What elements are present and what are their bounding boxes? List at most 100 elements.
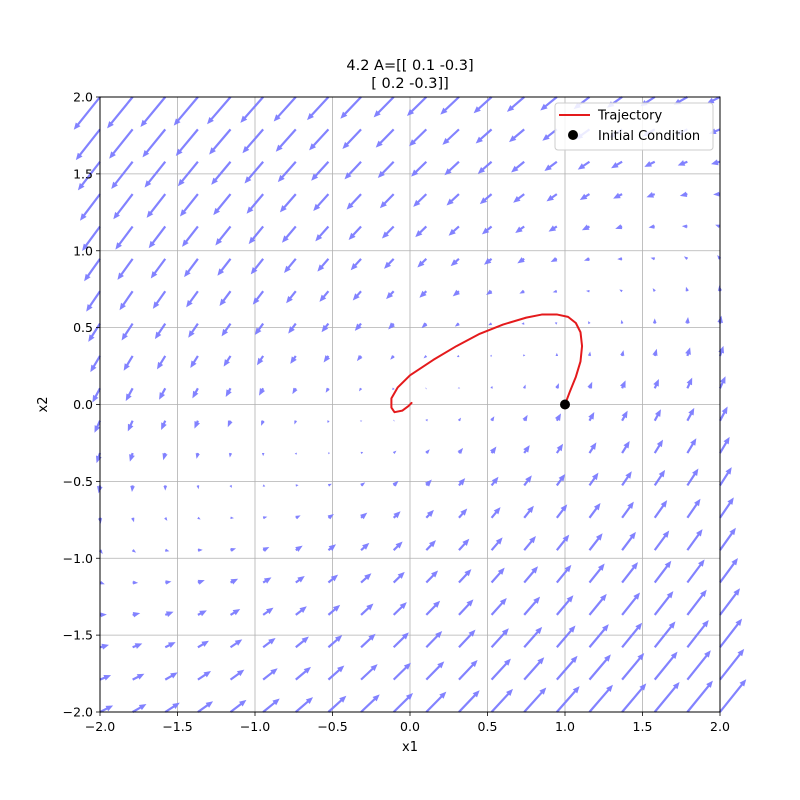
vector-arrow [129, 452, 135, 462]
vector-arrow [327, 665, 345, 681]
vector-arrow [321, 322, 330, 333]
vector-arrow [677, 160, 688, 166]
vector-arrow [523, 687, 547, 713]
vector-arrow [262, 547, 270, 553]
vector-arrow [686, 619, 709, 648]
vector-arrow [550, 256, 558, 262]
vector-arrow [521, 322, 525, 325]
vector-arrow [490, 476, 499, 487]
vector-arrow [686, 498, 701, 519]
vector-arrow [479, 193, 493, 205]
vector-arrow [132, 704, 147, 713]
vector-arrow [156, 355, 167, 370]
vector-arrow [196, 485, 200, 490]
vector-arrow [295, 575, 305, 584]
vector-arrow [648, 224, 655, 229]
vector-arrow [620, 319, 624, 324]
vector-arrow [719, 467, 732, 487]
vector-arrow [109, 128, 134, 159]
vector-arrow [555, 383, 559, 389]
vector-arrow [617, 257, 623, 261]
vector-arrow [587, 381, 593, 389]
vector-arrow [523, 505, 534, 519]
vector-arrow [686, 650, 711, 681]
vector-arrow [685, 317, 690, 324]
vector-arrow [360, 482, 366, 487]
vector-arrow [715, 224, 721, 228]
vector-arrow [90, 355, 101, 373]
vector-arrow [294, 420, 297, 425]
vector-arrow [621, 531, 636, 551]
vector-arrow [295, 545, 303, 552]
vector-arrow [719, 618, 743, 648]
vector-arrow [379, 193, 395, 209]
vector-arrow [652, 288, 656, 292]
vector-arrow [483, 257, 493, 265]
vector-arrow [448, 225, 460, 236]
vector-arrow [340, 96, 362, 119]
vector-arrow [621, 592, 641, 616]
vector-arrow [327, 574, 339, 584]
vector-arrow [373, 96, 395, 118]
vector-arrow [555, 504, 568, 519]
vector-arrow [164, 702, 180, 713]
vector-arrow [490, 416, 495, 422]
vector-arrow [577, 160, 591, 170]
vector-arrow [164, 611, 174, 618]
y-tick-label: 0.0 [73, 397, 93, 412]
vector-arrow [223, 355, 232, 367]
vector-arrow [475, 128, 493, 144]
vector-arrow [360, 694, 380, 713]
vector-arrow [360, 512, 368, 520]
vector-arrow [523, 354, 526, 357]
vector-arrow [281, 225, 297, 243]
vector-arrow [356, 355, 363, 362]
vector-arrow [194, 420, 200, 429]
vector-arrow [290, 355, 297, 364]
vector-arrow [279, 193, 297, 213]
vector-arrow [292, 387, 298, 395]
vector-arrow [115, 225, 134, 250]
vector-arrow [473, 96, 493, 114]
vector-arrow [164, 672, 178, 681]
vector-arrow [377, 160, 395, 178]
vector-arrow [360, 603, 374, 616]
vector-arrow [681, 224, 688, 229]
vector-arrow [650, 257, 656, 261]
vector-arrow [555, 443, 564, 454]
vector-arrow [417, 258, 428, 268]
vector-arrow [523, 566, 539, 584]
vector-arrow [686, 589, 707, 616]
vector-arrow [392, 662, 411, 681]
vector-arrow [458, 569, 472, 584]
vector-arrow [175, 128, 199, 156]
x-tick-label: 1.0 [555, 719, 575, 734]
vector-arrow [230, 548, 237, 552]
vector-arrow [393, 419, 395, 422]
y-tick-label: −0.5 [63, 474, 93, 489]
vector-arrow [458, 690, 480, 713]
vector-arrow [552, 289, 558, 293]
vector-arrow [295, 697, 314, 713]
vector-arrow [481, 225, 493, 235]
vector-arrow [653, 439, 664, 454]
vector-arrow [555, 474, 566, 487]
vector-arrow [99, 581, 105, 585]
vector-arrow [309, 128, 330, 151]
vector-arrow [229, 609, 241, 616]
vector-arrow [259, 387, 266, 396]
vector-arrow [77, 161, 101, 191]
vector-arrow [95, 452, 102, 464]
vector-arrow [421, 322, 428, 329]
vector-arrow [458, 629, 476, 649]
vector-arrow [489, 446, 497, 454]
vector-arrow [490, 597, 507, 616]
vector-arrow [653, 500, 668, 519]
vector-arrow [184, 258, 199, 278]
vector-arrow [161, 420, 167, 431]
vector-arrow [132, 643, 143, 649]
vector-arrow [588, 533, 603, 551]
vector-arrow [719, 588, 741, 616]
vector-arrow [415, 225, 428, 238]
